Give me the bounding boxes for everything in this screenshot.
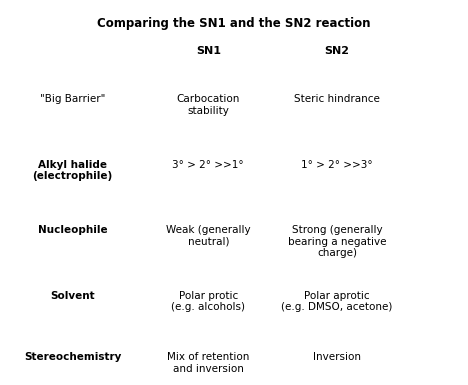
Text: Steric hindrance: Steric hindrance — [294, 94, 380, 104]
Text: Solvent: Solvent — [50, 291, 95, 301]
Text: SN1: SN1 — [196, 46, 221, 56]
Text: Polar aprotic
(e.g. DMSO, acetone): Polar aprotic (e.g. DMSO, acetone) — [281, 291, 393, 312]
Text: Carbocation
stability: Carbocation stability — [176, 94, 240, 116]
Text: Strong (generally
bearing a negative
charge): Strong (generally bearing a negative cha… — [288, 225, 386, 258]
Text: Nucleophile: Nucleophile — [38, 225, 107, 235]
Text: 3° > 2° >>1°: 3° > 2° >>1° — [172, 160, 244, 170]
Text: Weak (generally
neutral): Weak (generally neutral) — [166, 225, 250, 247]
Text: "Big Barrier": "Big Barrier" — [40, 94, 105, 104]
Text: 1° > 2° >>3°: 1° > 2° >>3° — [301, 160, 373, 170]
Text: Inversion: Inversion — [313, 352, 361, 362]
Text: Alkyl halide
(electrophile): Alkyl halide (electrophile) — [32, 160, 113, 181]
Text: SN2: SN2 — [324, 46, 350, 56]
Text: Mix of retention
and inversion: Mix of retention and inversion — [167, 352, 249, 374]
Text: Comparing the SN1 and the SN2 reaction: Comparing the SN1 and the SN2 reaction — [97, 17, 371, 30]
Text: Polar protic
(e.g. alcohols): Polar protic (e.g. alcohols) — [171, 291, 245, 312]
Text: Stereochemistry: Stereochemistry — [24, 352, 121, 362]
